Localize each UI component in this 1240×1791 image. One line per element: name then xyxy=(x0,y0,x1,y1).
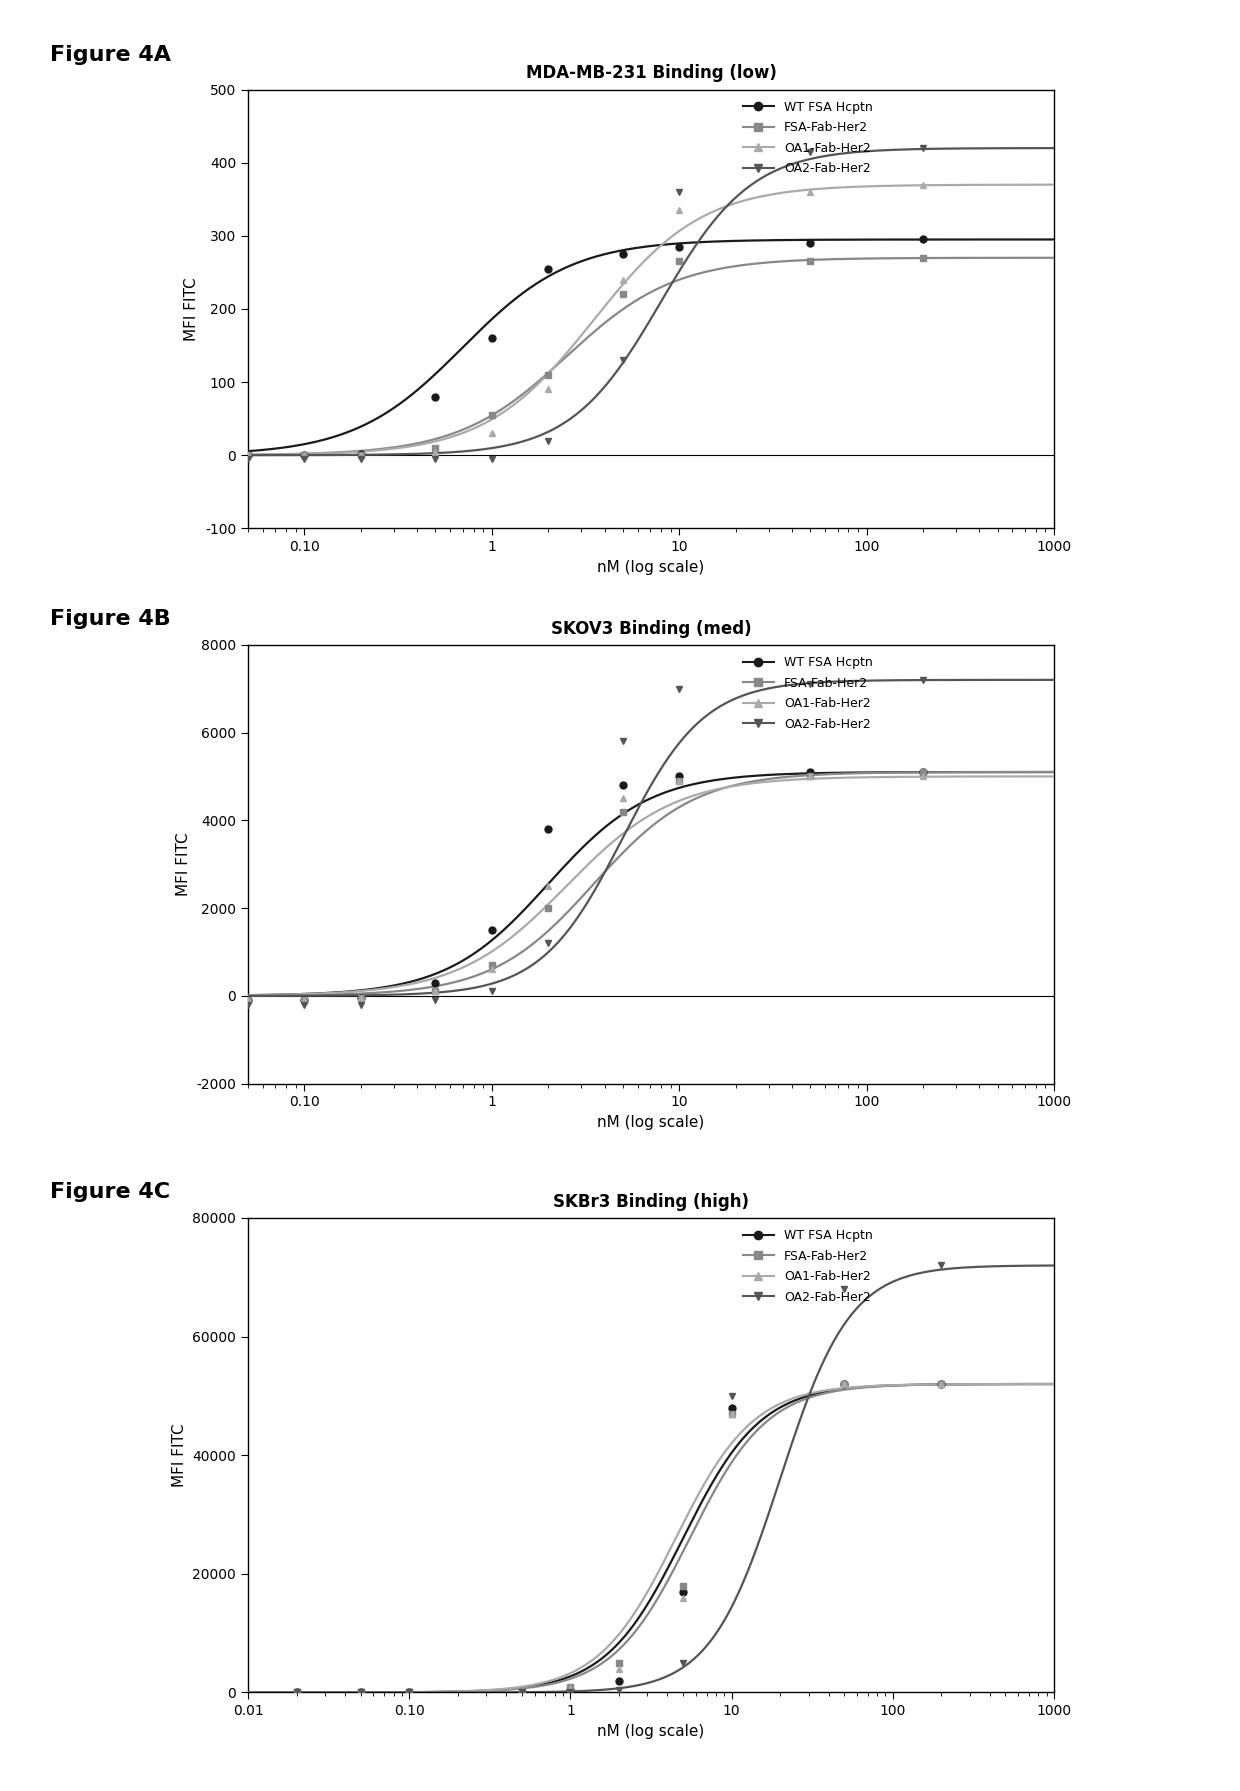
Y-axis label: MFI FITC: MFI FITC xyxy=(185,278,200,340)
Title: SKOV3 Binding (med): SKOV3 Binding (med) xyxy=(551,620,751,638)
Text: Figure 4B: Figure 4B xyxy=(50,609,170,629)
Legend: WT FSA Hcptn, FSA-Fab-Her2, OA1-Fab-Her2, OA2-Fab-Her2: WT FSA Hcptn, FSA-Fab-Her2, OA1-Fab-Her2… xyxy=(738,650,878,736)
X-axis label: nM (log scale): nM (log scale) xyxy=(598,1116,704,1130)
X-axis label: nM (log scale): nM (log scale) xyxy=(598,1725,704,1739)
Text: Figure 4C: Figure 4C xyxy=(50,1182,170,1202)
Legend: WT FSA Hcptn, FSA-Fab-Her2, OA1-Fab-Her2, OA2-Fab-Her2: WT FSA Hcptn, FSA-Fab-Her2, OA1-Fab-Her2… xyxy=(738,95,878,181)
Text: Figure 4A: Figure 4A xyxy=(50,45,171,64)
Title: MDA-MB-231 Binding (low): MDA-MB-231 Binding (low) xyxy=(526,64,776,82)
Title: SKBr3 Binding (high): SKBr3 Binding (high) xyxy=(553,1193,749,1211)
X-axis label: nM (log scale): nM (log scale) xyxy=(598,561,704,575)
Legend: WT FSA Hcptn, FSA-Fab-Her2, OA1-Fab-Her2, OA2-Fab-Her2: WT FSA Hcptn, FSA-Fab-Her2, OA1-Fab-Her2… xyxy=(738,1223,878,1309)
Y-axis label: MFI FITC: MFI FITC xyxy=(172,1424,187,1487)
Y-axis label: MFI FITC: MFI FITC xyxy=(176,833,191,896)
